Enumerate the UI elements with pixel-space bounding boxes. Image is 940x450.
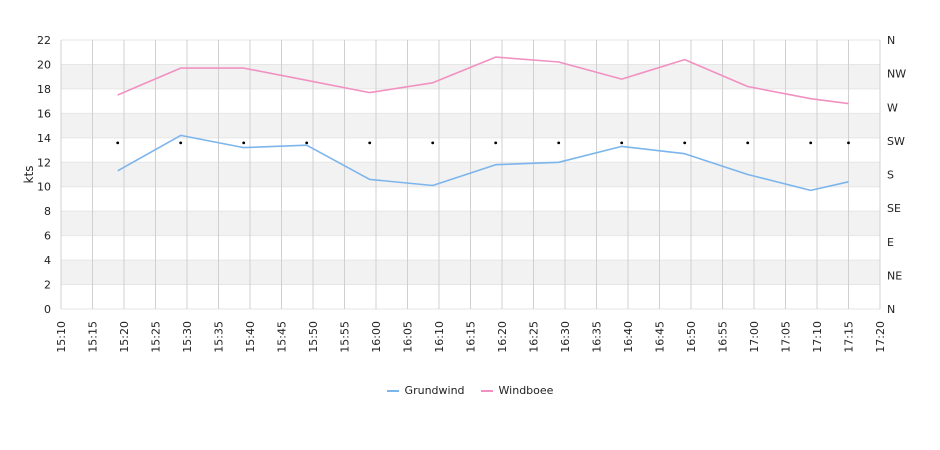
direction-marker — [809, 141, 813, 145]
x-tick-label: 15:25 — [150, 321, 163, 353]
direction-marker — [116, 141, 120, 145]
x-tick-label: 17:10 — [811, 321, 824, 353]
direction-tick-label: N — [887, 34, 895, 47]
x-tick-label: 16:25 — [528, 321, 541, 353]
direction-marker — [746, 141, 750, 145]
legend-item-grundwind[interactable]: Grundwind — [386, 384, 465, 397]
x-tick-label: 16:30 — [559, 321, 572, 353]
direction-tick-label: N — [887, 303, 895, 316]
chart-legend: Grundwind Windboee — [0, 384, 940, 397]
y-tick-label: 6 — [44, 230, 51, 243]
x-tick-label: 15:10 — [55, 321, 68, 353]
y-tick-label: 8 — [44, 205, 51, 218]
direction-tick-label: NW — [887, 68, 906, 81]
legend-label-grundwind: Grundwind — [404, 384, 465, 397]
x-tick-label: 15:55 — [339, 321, 352, 353]
x-tick-label: 15:50 — [307, 321, 320, 353]
x-tick-label: 16:15 — [465, 321, 478, 353]
direction-marker — [620, 141, 624, 145]
direction-marker — [683, 141, 687, 145]
direction-marker — [431, 141, 435, 145]
y-tick-label: 0 — [44, 303, 51, 316]
y-tick-label: 20 — [37, 58, 51, 71]
legend-swatch-grundwind — [386, 389, 399, 392]
direction-marker — [847, 141, 850, 145]
direction-marker — [494, 141, 498, 145]
direction-tick-label: NE — [887, 269, 902, 282]
x-tick-label: 15:20 — [118, 321, 131, 353]
x-tick-label: 16:10 — [433, 321, 446, 353]
x-tick-label: 16:00 — [370, 321, 383, 353]
legend-swatch-windboee — [480, 389, 493, 392]
x-tick-label: 16:35 — [591, 321, 604, 353]
x-tick-label: 15:45 — [276, 321, 289, 353]
y-tick-label: 10 — [37, 181, 51, 194]
series-line-grundwind — [117, 134, 849, 192]
direction-marker — [305, 141, 309, 145]
y-tick-label: 22 — [37, 34, 51, 47]
x-tick-label: 15:15 — [87, 321, 100, 353]
x-tick-label: 17:15 — [843, 321, 856, 353]
direction-tick-label: E — [887, 236, 894, 249]
x-tick-label: 17:20 — [874, 321, 887, 353]
x-tick-label: 16:50 — [685, 321, 698, 353]
direction-tick-label: SE — [887, 202, 901, 215]
x-tick-label: 15:30 — [181, 321, 194, 353]
y-tick-label: 2 — [44, 279, 51, 292]
x-tick-label: 16:05 — [402, 321, 415, 353]
series-line-windboee — [117, 56, 849, 105]
y-tick-label: 18 — [37, 83, 51, 96]
y-tick-label: 16 — [37, 107, 51, 120]
y-tick-label: 12 — [37, 156, 51, 169]
direction-marker — [368, 141, 372, 145]
y-tick-label: 14 — [37, 132, 51, 145]
direction-tick-label: W — [887, 101, 898, 114]
legend-label-windboee: Windboee — [498, 384, 554, 397]
x-tick-label: 16:45 — [654, 321, 667, 353]
direction-marker — [179, 141, 183, 145]
direction-marker — [242, 141, 246, 145]
x-tick-label: 15:40 — [244, 321, 257, 353]
x-tick-label: 17:00 — [748, 321, 761, 353]
y-tick-label: 4 — [44, 254, 51, 267]
x-tick-label: 16:20 — [496, 321, 509, 353]
x-tick-label: 17:05 — [780, 321, 793, 353]
x-tick-label: 16:55 — [717, 321, 730, 353]
x-tick-label: 16:40 — [622, 321, 635, 353]
direction-marker — [557, 141, 561, 145]
x-tick-label: 15:35 — [213, 321, 226, 353]
direction-tick-label: S — [887, 169, 894, 182]
y-axis-title: kts — [22, 166, 36, 184]
legend-item-windboee[interactable]: Windboee — [480, 384, 554, 397]
direction-tick-label: SW — [887, 135, 905, 148]
